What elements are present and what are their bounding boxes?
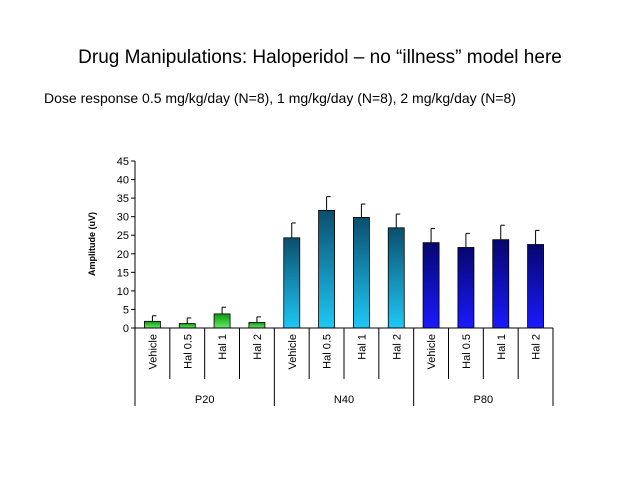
x-group-label: P80 <box>474 394 494 406</box>
x-group-label: P20 <box>195 394 215 406</box>
x-axis-group-labels: P20 N40 P80 <box>195 394 493 406</box>
y-tick-label: 0 <box>123 323 129 335</box>
bar <box>527 244 544 329</box>
x-tick-label: Hal 1 <box>496 334 508 360</box>
bar <box>213 313 231 329</box>
x-tick-label: Vehicle <box>147 334 159 369</box>
y-tick-label: 45 <box>117 156 129 168</box>
slide-title: Drug Manipulations: Haloperidol – no “il… <box>78 47 562 68</box>
slide-subtitle: Dose response 0.5 mg/kg/day (N=8), 1 mg/… <box>44 90 516 106</box>
x-tick-label: Hal 2 <box>531 334 543 360</box>
x-axis-category-labels: Vehicle Hal 0.5 Hal 1 Hal 2 Vehicle Hal 0.5 Ha… <box>134 328 554 406</box>
x-axis: Vehicle Hal 0.5 Hal 1 Hal 2 Vehicle Hal 0.5 Ha… <box>134 327 554 406</box>
bar <box>387 227 405 329</box>
x-tick-label: Vehicle <box>426 334 438 369</box>
y-axis-label: Amplitude (uV) <box>87 212 97 276</box>
y-tick-label: 40 <box>117 175 129 187</box>
x-tick-label: Hal 2 <box>252 334 264 360</box>
x-tick-label: Hal 0.5 <box>182 334 194 369</box>
x-tick-label: Hal 0.5 <box>461 334 473 369</box>
bar <box>422 242 440 329</box>
x-tick-label: Hal 0.5 <box>322 334 334 369</box>
bar <box>318 209 335 329</box>
y-tick-label: 25 <box>117 230 129 242</box>
bar <box>283 237 301 329</box>
bar <box>353 217 370 329</box>
x-group-label: N40 <box>334 394 354 406</box>
bar <box>492 239 510 329</box>
y-tick-label: 20 <box>117 249 129 261</box>
bar <box>178 323 196 329</box>
bar <box>144 320 161 329</box>
y-tick-label: 15 <box>117 267 129 279</box>
bar <box>248 322 266 329</box>
x-tick-label: Vehicle <box>287 334 299 369</box>
x-tick-label: Hal 1 <box>356 334 368 360</box>
y-tick-label: 35 <box>117 193 129 205</box>
bars <box>144 196 544 329</box>
y-axis: 0 5 10 15 20 25 30 35 40 45 Amplitude (uV) <box>87 156 136 335</box>
x-tick-label: Hal 2 <box>391 334 403 360</box>
y-axis-ticks: 0 5 10 15 20 25 30 35 40 45 <box>117 156 135 335</box>
y-tick-label: 5 <box>123 304 129 316</box>
y-tick-label: 30 <box>117 212 129 224</box>
bar <box>457 247 475 329</box>
x-tick-label: Hal 1 <box>217 334 229 360</box>
y-tick-label: 10 <box>117 286 129 298</box>
